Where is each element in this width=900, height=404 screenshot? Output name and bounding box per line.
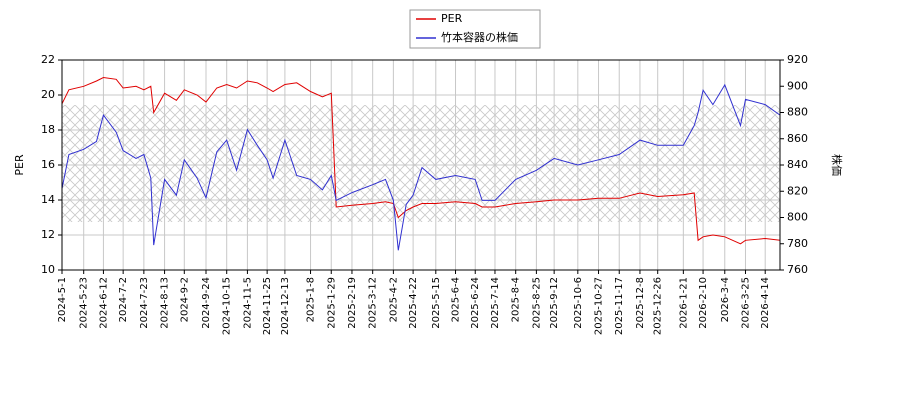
x-tick-label: 2026-4-14 [760,277,771,329]
x-tick-label: 2025-1-29 [326,277,337,329]
legend-label: 竹本容器の株価 [441,30,518,44]
y2-tick-label: 780 [787,237,808,250]
x-tick-label: 2025-11-17 [614,277,625,335]
x-tick-label: 2025-5-15 [431,277,442,329]
y-tick-label: 14 [41,193,55,206]
x-tick-label: 2025-2-19 [347,277,358,329]
x-tick-label: 2025-4-22 [408,277,419,329]
y-tick-label: 16 [41,158,55,171]
grid [61,59,780,271]
x-tick-label: 2026-2-10 [698,277,709,329]
x-tick-label: 2024-5-23 [79,277,90,329]
x-tick-label: 2026-3-4 [720,277,731,322]
y2-tick-label: 800 [787,211,808,224]
x-tick-label: 2025-10-27 [594,277,605,335]
y-tick-label: 10 [41,263,55,276]
y-tick-label: 22 [41,53,55,66]
y2-axis-label: 株価 [830,154,844,176]
x-tick-label: 2024-7-23 [139,277,150,329]
x-tick-label: 2025-1-8 [306,277,317,322]
hatch-band [62,105,780,222]
x-tick-label: 2025-3-12 [368,277,379,329]
y-tick-label: 20 [41,88,55,101]
x-tick-label: 2025-10-6 [573,277,584,329]
x-tick-label: 2026-1-21 [678,277,689,329]
legend-box [409,9,541,49]
y2-tick-label: 860 [787,132,808,145]
series-line [61,76,781,245]
lines [61,76,781,251]
x-tick-label: 2024-11-25 [262,277,273,335]
legend: PER 竹本容器の株価 [409,9,541,49]
x-tick-label: 2025-12-8 [635,277,646,329]
x-tick-label: 2024-6-12 [98,277,109,329]
x-tick-label: 2024-5-1 [57,277,68,322]
x-tick-label: 2024-7-2 [118,277,129,322]
x-tick-label: 2025-7-14 [490,277,501,329]
y2-tick-label: 900 [787,79,808,92]
x-tick-label: 2025-6-4 [451,277,462,322]
y-axis-label: PER [13,154,26,176]
x-tick-label: 2026-3-25 [740,277,751,329]
y-tick-label: 18 [41,123,55,136]
x-tick-label: 2025-6-24 [470,277,481,329]
x-tick-label: 2025-8-25 [531,277,542,329]
x-tick-label: 2024-9-2 [179,277,190,322]
x-tick-label: 2025-12-26 [653,277,664,335]
x-tick-label: 2024-8-13 [160,277,171,329]
y2-tick-label: 840 [787,158,808,171]
x-tick-label: 2024-10-15 [222,277,233,335]
x-tick-label: 2024-9-24 [201,277,212,329]
series-line [61,83,781,251]
y2-tick-label: 920 [787,53,808,66]
y2-tick-label: 760 [787,263,808,276]
legend-label: PER [441,12,463,25]
x-tick-label: 2024-11-5 [242,277,253,329]
y-tick-label: 12 [41,228,55,241]
y2-tick-label: 880 [787,106,808,119]
y2-tick-label: 820 [787,184,808,197]
x-tick-label: 2025-4-2 [388,277,399,322]
x-tick-label: 2024-12-13 [280,277,291,335]
x-tick-label: 2025-8-4 [511,277,522,322]
x-tick-label: 2025-9-12 [549,277,560,329]
